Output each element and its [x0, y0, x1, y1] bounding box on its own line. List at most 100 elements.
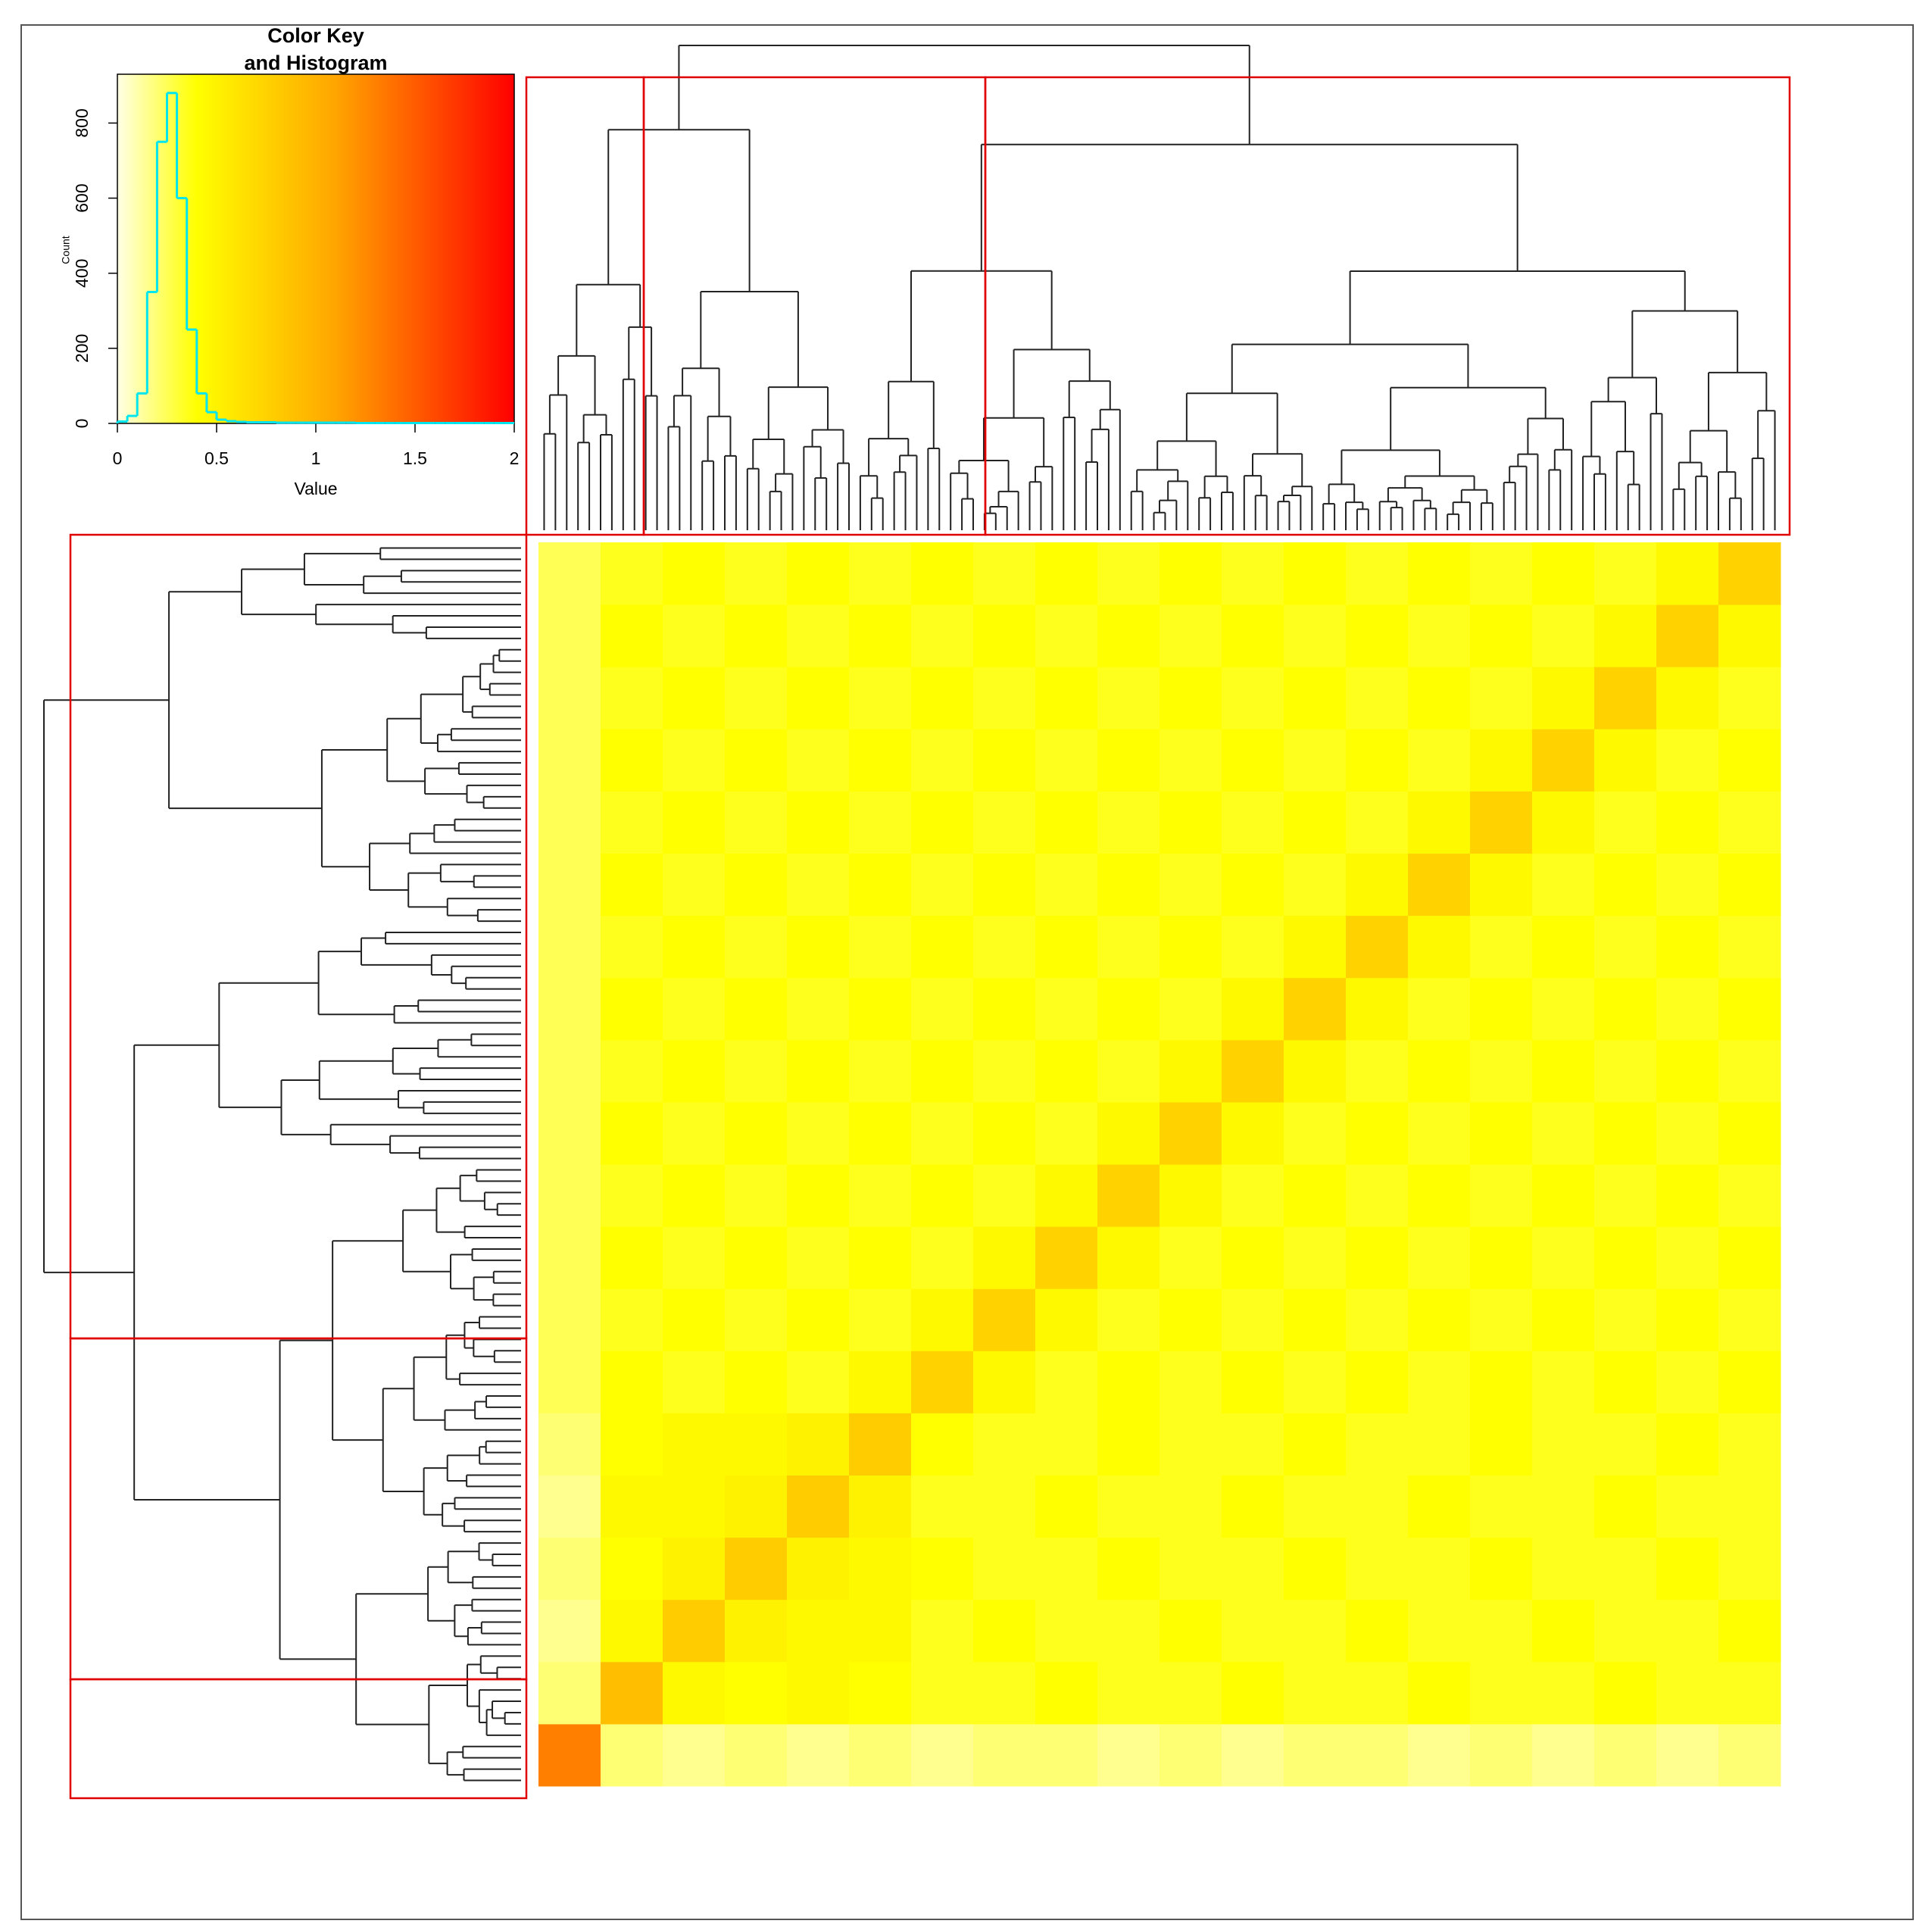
heatmap-cell: [1097, 915, 1160, 979]
heatmap-cell: [1470, 1351, 1533, 1413]
heatmap-cell: [663, 729, 726, 792]
heatmap-cell: [1594, 729, 1657, 792]
heatmap-cell: [1097, 791, 1160, 854]
heatmap-cell: [1594, 1599, 1657, 1663]
heatmap-cell: [911, 915, 974, 979]
heatmap-cell: [1408, 853, 1471, 917]
heatmap-cell: [663, 1288, 726, 1351]
heatmap-cell: [849, 1537, 912, 1601]
heatmap-cell: [1160, 1599, 1222, 1663]
heatmap-cell: [1718, 1413, 1781, 1476]
heatmap-cell: [663, 1599, 726, 1663]
heatmap-cell: [1408, 729, 1471, 792]
heatmap-cell: [1222, 1101, 1284, 1165]
heatmap-cell: [911, 729, 974, 792]
heatmap-cell: [787, 604, 850, 667]
heatmap-cell: [1408, 542, 1471, 605]
heatmap-cell: [1035, 915, 1098, 979]
heatmap-cell: [1035, 729, 1098, 792]
heatmap-cell: [538, 915, 601, 979]
x-tick-label: 2: [510, 448, 520, 468]
heatmap-cell: [1594, 853, 1657, 917]
heatmap-cell: [663, 853, 726, 917]
heatmap-cell: [973, 1661, 1036, 1725]
heatmap-cell: [538, 1288, 601, 1351]
heatmap-cell: [1346, 604, 1409, 667]
heatmap-cell: [1594, 1164, 1657, 1227]
heatmap-cell: [973, 1039, 1036, 1103]
heatmap-cell: [1160, 1164, 1222, 1227]
heatmap-cell: [1284, 1599, 1347, 1663]
heatmap-cell: [1284, 1101, 1347, 1165]
heatmap-cell: [601, 853, 663, 917]
heatmap-cell: [787, 1661, 850, 1725]
heatmap-cell: [1532, 1661, 1595, 1725]
heatmap-cell: [1284, 915, 1347, 979]
heatmap-cell: [538, 729, 601, 792]
heatmap-cell: [1222, 853, 1284, 917]
heatmap-cell: [1160, 977, 1222, 1041]
heatmap-cell: [1097, 1164, 1160, 1227]
heatmap-cell: [1656, 853, 1719, 917]
heatmap-cell: [1408, 1351, 1471, 1413]
heatmap-cell: [787, 542, 850, 605]
heatmap-cell: [1532, 977, 1595, 1041]
heatmap-cell: [787, 1537, 850, 1601]
heatmap-cell: [1532, 729, 1595, 792]
heatmap-cell: [787, 1226, 850, 1289]
heatmap-cell: [1097, 1101, 1160, 1165]
y-tick-label: 0: [72, 419, 92, 429]
heatmap-cell: [725, 1226, 788, 1289]
heatmap-cell: [1222, 1537, 1284, 1601]
heatmap-cell: [1284, 1351, 1347, 1413]
heatmap-cell: [538, 1475, 601, 1538]
heatmap-cell: [973, 915, 1036, 979]
heatmap-cell: [1035, 977, 1098, 1041]
heatmap-cell: [601, 667, 663, 729]
heatmap-cell: [1035, 1661, 1098, 1725]
heatmap-cell: [1035, 542, 1098, 605]
heatmap-cell: [663, 1537, 726, 1601]
heatmap-cell: [1035, 1101, 1098, 1165]
heatmap-cell: [1594, 1413, 1657, 1476]
heatmap-cell: [1656, 604, 1719, 667]
heatmap-cell: [1160, 853, 1222, 917]
heatmap-cell: [849, 667, 912, 729]
heatmap-cell: [973, 853, 1036, 917]
heatmap-cell: [1222, 1661, 1284, 1725]
heatmap-cell: [601, 1351, 663, 1413]
heatmap-cell: [1097, 1413, 1160, 1476]
y-tick-label: 600: [72, 183, 92, 212]
heatmap-cell: [1035, 1351, 1098, 1413]
heatmap-cell: [538, 1723, 601, 1787]
heatmap-cell: [1346, 542, 1409, 605]
heatmap-cell: [1284, 1164, 1347, 1227]
x-tick-label: 1: [311, 448, 321, 468]
heatmap-cell: [1346, 667, 1409, 729]
heatmap-cell: [1035, 791, 1098, 854]
heatmap-cell: [1346, 1288, 1409, 1351]
heatmap-cell: [1346, 1537, 1409, 1601]
heatmap-cell: [787, 1599, 850, 1663]
heatmap-cell: [725, 1413, 788, 1476]
heatmap-cell: [1284, 729, 1347, 792]
heatmap-cell: [1346, 853, 1409, 917]
heatmap-cell: [601, 1723, 663, 1787]
heatmap-cell: [1097, 604, 1160, 667]
heatmap-cell: [1097, 853, 1160, 917]
heatmap-cell: [911, 853, 974, 917]
heatmap-cell: [1284, 1039, 1347, 1103]
heatmap-cell: [973, 1226, 1036, 1289]
heatmap-cell: [1718, 604, 1781, 667]
heatmap-cell: [601, 1288, 663, 1351]
heatmap-cell: [787, 791, 850, 854]
heatmap-cell: [1160, 1413, 1222, 1476]
heatmap-cell: [787, 1039, 850, 1103]
heatmap-cell: [663, 604, 726, 667]
heatmap-cell: [601, 1101, 663, 1165]
heatmap-cell: [1222, 1723, 1284, 1787]
color-key: [117, 74, 514, 423]
heatmap-cell: [849, 1039, 912, 1103]
heatmap-cell: [663, 1413, 726, 1476]
heatmap-cell: [1160, 1101, 1222, 1165]
